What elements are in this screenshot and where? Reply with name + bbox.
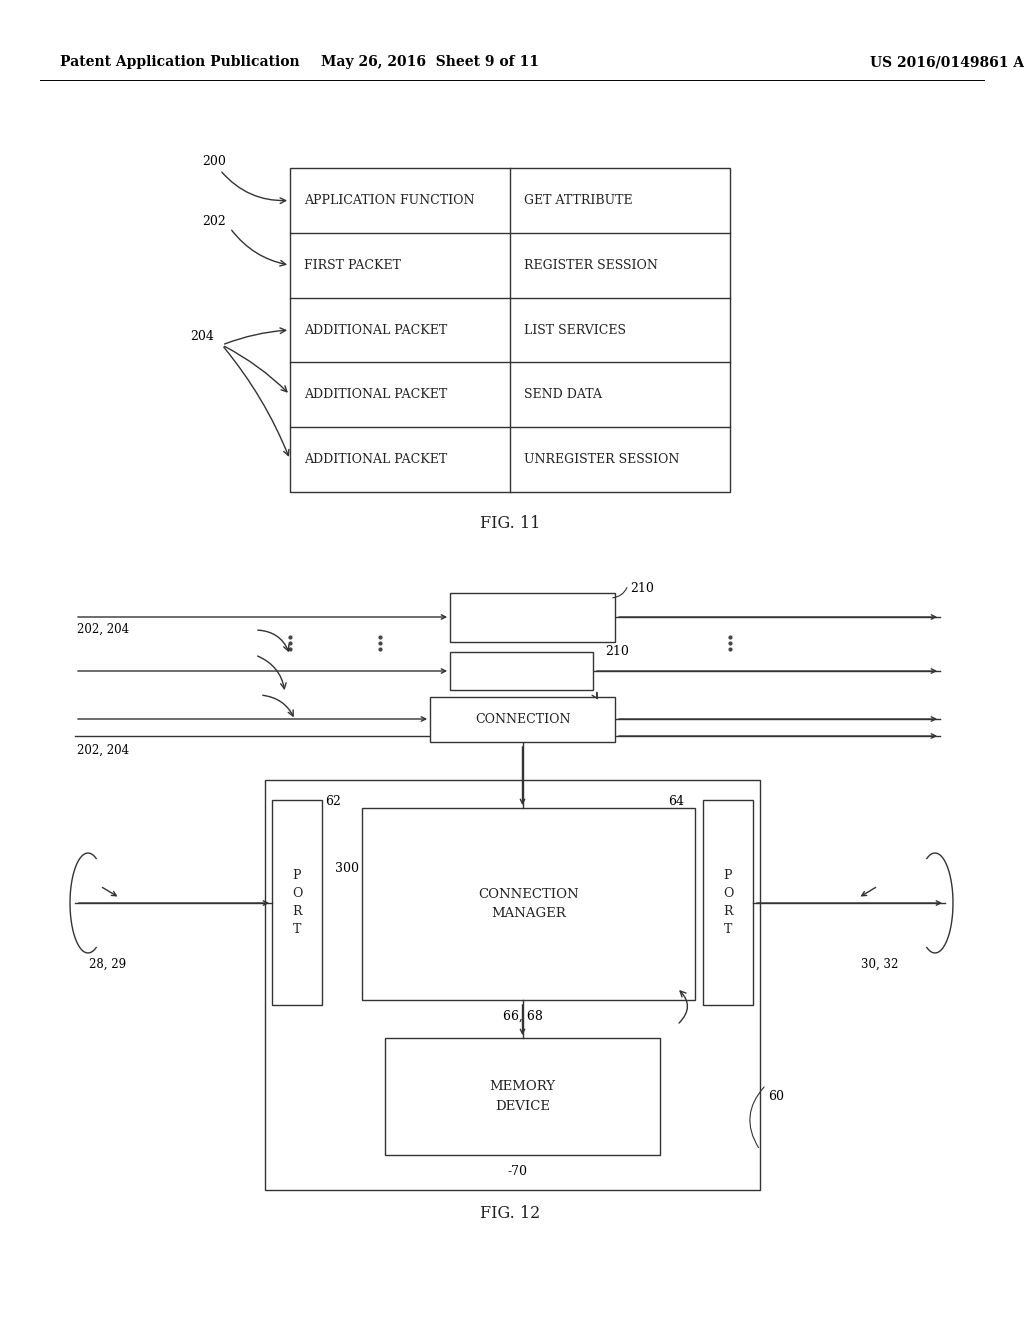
Text: FIG. 12: FIG. 12 bbox=[480, 1205, 540, 1222]
Text: APPLICATION FUNCTION: APPLICATION FUNCTION bbox=[304, 194, 474, 207]
Text: MEMORY
DEVICE: MEMORY DEVICE bbox=[489, 1081, 556, 1113]
Text: ADDITIONAL PACKET: ADDITIONAL PACKET bbox=[304, 388, 447, 401]
Text: FIRST PACKET: FIRST PACKET bbox=[304, 259, 401, 272]
Text: REGISTER SESSION: REGISTER SESSION bbox=[524, 259, 657, 272]
Text: 202: 202 bbox=[202, 215, 225, 228]
Text: 64: 64 bbox=[668, 795, 684, 808]
Text: FIG. 11: FIG. 11 bbox=[480, 515, 541, 532]
Text: LIST SERVICES: LIST SERVICES bbox=[524, 323, 626, 337]
Text: -70: -70 bbox=[508, 1166, 528, 1177]
Bar bbox=[450, 652, 593, 690]
Text: P
O
R
T: P O R T bbox=[292, 869, 302, 936]
Text: 300: 300 bbox=[335, 862, 359, 875]
Text: 210: 210 bbox=[630, 582, 654, 595]
Bar bbox=[265, 780, 760, 1191]
Text: 62: 62 bbox=[325, 795, 341, 808]
Text: UNREGISTER SESSION: UNREGISTER SESSION bbox=[524, 453, 679, 466]
Bar bbox=[290, 168, 730, 492]
Text: CONNECTION: CONNECTION bbox=[475, 713, 570, 726]
Text: ADDITIONAL PACKET: ADDITIONAL PACKET bbox=[304, 323, 447, 337]
Text: P
O
R
T: P O R T bbox=[723, 869, 733, 936]
Text: 30, 32: 30, 32 bbox=[861, 958, 899, 972]
Bar bbox=[362, 808, 695, 1001]
Text: 202, 204: 202, 204 bbox=[77, 744, 129, 756]
Text: May 26, 2016  Sheet 9 of 11: May 26, 2016 Sheet 9 of 11 bbox=[321, 55, 539, 69]
Text: 210: 210 bbox=[605, 645, 629, 657]
Bar bbox=[430, 697, 615, 742]
Text: SEND DATA: SEND DATA bbox=[524, 388, 602, 401]
Text: 202, 204: 202, 204 bbox=[77, 623, 129, 636]
Text: 28, 29: 28, 29 bbox=[89, 958, 127, 972]
Bar bbox=[703, 800, 753, 1005]
Text: 204: 204 bbox=[190, 330, 214, 343]
Text: ADDITIONAL PACKET: ADDITIONAL PACKET bbox=[304, 453, 447, 466]
Text: 200: 200 bbox=[202, 154, 226, 168]
Bar bbox=[272, 800, 322, 1005]
Text: CONNECTION
MANAGER: CONNECTION MANAGER bbox=[478, 888, 579, 920]
Text: 60: 60 bbox=[768, 1090, 784, 1104]
Text: US 2016/0149861 A1: US 2016/0149861 A1 bbox=[870, 55, 1024, 69]
Bar bbox=[385, 1038, 660, 1155]
Text: Patent Application Publication: Patent Application Publication bbox=[60, 55, 300, 69]
Text: 66, 68: 66, 68 bbox=[503, 1010, 543, 1023]
Text: GET ATTRIBUTE: GET ATTRIBUTE bbox=[524, 194, 633, 207]
Bar bbox=[450, 593, 615, 642]
